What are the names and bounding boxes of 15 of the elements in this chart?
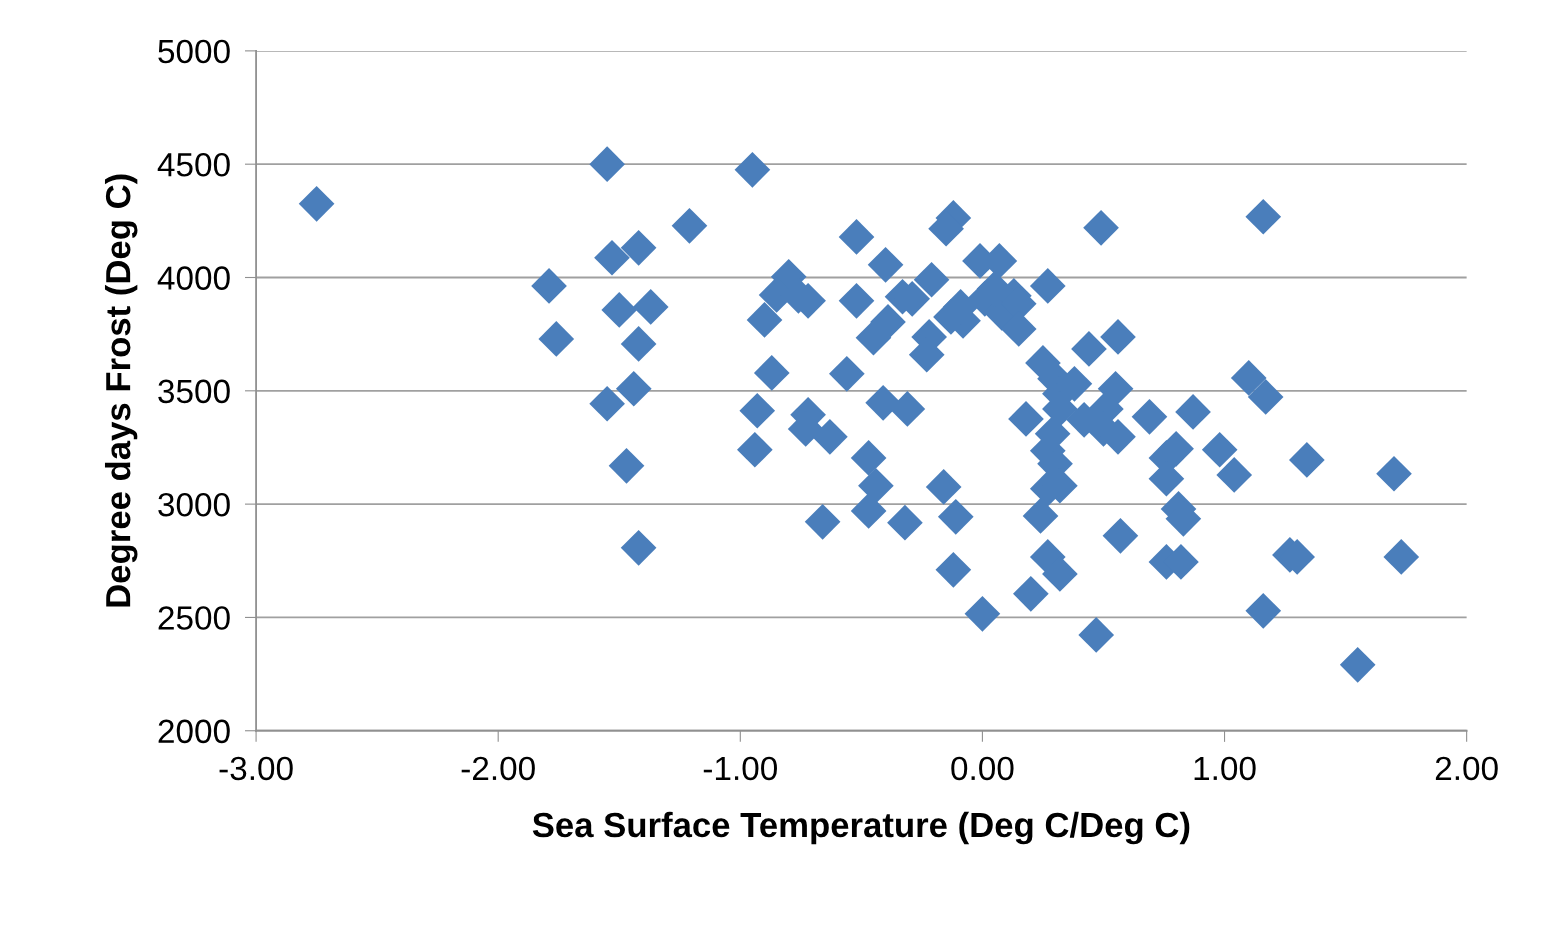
y-axis-title: Degree days Frost (Deg C) bbox=[104, 174, 138, 607]
y-tick-label: 2000 bbox=[158, 719, 230, 744]
y-tick-label: 2500 bbox=[158, 606, 230, 630]
y-tick-label: 3500 bbox=[158, 379, 230, 404]
y-tick-label: 4000 bbox=[157, 266, 230, 290]
y-tick-label: 4500 bbox=[157, 152, 230, 177]
x-tick-label: 0.00 bbox=[951, 756, 1014, 781]
x-tick-label: -3.00 bbox=[219, 756, 293, 781]
x-tick-label: -1.00 bbox=[703, 756, 777, 781]
y-tick-label: 5000 bbox=[158, 39, 230, 64]
x-tick-label: 2.00 bbox=[1435, 756, 1498, 781]
x-tick-label: 1.00 bbox=[1194, 756, 1256, 781]
y-tick-label: 3000 bbox=[158, 492, 230, 517]
x-axis-title: Sea Surface Temperature (Deg C/Deg C) bbox=[532, 811, 1190, 845]
x-tick-label: -2.00 bbox=[461, 756, 535, 781]
